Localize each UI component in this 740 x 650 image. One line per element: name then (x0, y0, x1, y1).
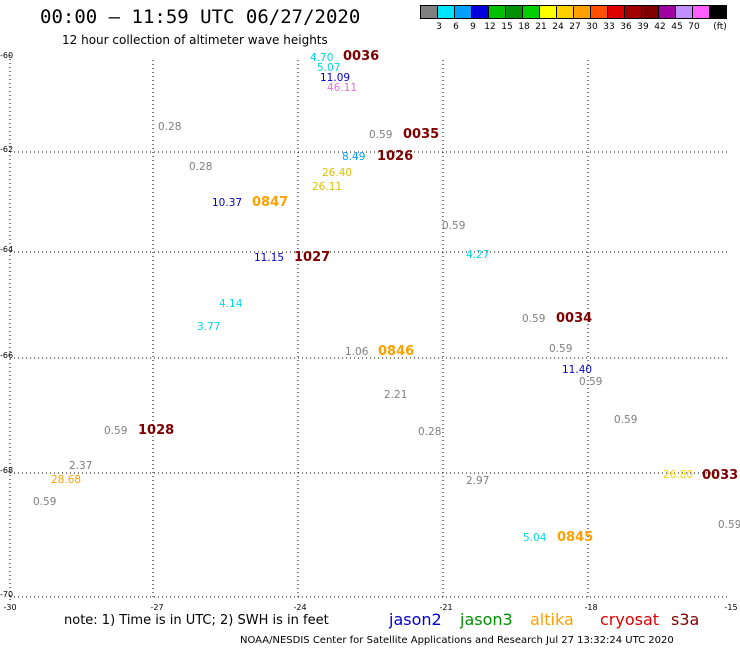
scale-label: 9 (470, 22, 476, 32)
scale-label: 12 (484, 22, 496, 32)
longitude-label: -27 (150, 603, 164, 612)
scale-label: 3 (436, 22, 442, 32)
scale-label: 24 (552, 22, 564, 32)
wave-height-label: 0.59 (614, 414, 638, 426)
map-title: 00:00 — 11:59 UTC 06/27/2020 (40, 6, 361, 28)
pass-time-label: 1027 (294, 250, 331, 265)
latitude-label: -70 (0, 590, 14, 599)
wave-height-label: 0.28 (189, 161, 213, 173)
scale-label: 39 (637, 22, 649, 32)
longitude-label: -15 (724, 603, 738, 612)
footer-credit: NOAA/NESDIS Center for Satellite Applica… (240, 635, 674, 646)
pass-time-label: 1028 (138, 423, 175, 438)
wave-height-label: 0.59 (369, 129, 393, 141)
pass-time-label: 0847 (252, 195, 289, 210)
legend-s3a: s3a (671, 610, 700, 629)
wave-height-label: 0.59 (522, 313, 546, 325)
wave-height-label: 1.06 (345, 346, 369, 358)
legend-altika: altika (530, 610, 574, 629)
note-text: note: 1) Time is in UTC; 2) SWH is in fe… (64, 613, 329, 628)
scale-label: 33 (603, 22, 615, 32)
longitude-label: -30 (3, 603, 17, 612)
wave-height-label: 26.40 (322, 167, 353, 179)
scale-label: 30 (586, 22, 598, 32)
wave-height-label: 46.11 (327, 82, 358, 94)
scale-label: 15 (501, 22, 513, 32)
wave-height-label: 2.37 (69, 460, 93, 472)
wave-height-label: 0.28 (418, 426, 442, 438)
color-scale (420, 5, 727, 19)
scale-unit: (ft) (713, 22, 727, 32)
wave-height-label: 2.97 (466, 475, 490, 487)
wave-height-label: 0.59 (33, 496, 57, 508)
wave-height-label: 0.59 (718, 519, 740, 531)
wave-height-label: 4.70 (310, 52, 334, 64)
pass-time-label: 0845 (557, 530, 594, 545)
legend-cryosat: cryosat (600, 610, 660, 629)
wave-height-label: 26.11 (312, 181, 343, 193)
pass-time-label: 1026 (377, 149, 414, 164)
legend-jason2: jason2 (389, 610, 442, 629)
wave-height-label: 4.14 (219, 298, 243, 310)
legend-jason3: jason3 (460, 610, 513, 629)
latitude-label: -66 (0, 351, 14, 360)
longitude-label: -24 (293, 603, 307, 612)
latitude-label: -68 (0, 466, 14, 475)
wave-height-label: 11.40 (562, 364, 593, 376)
longitude-label: -18 (584, 603, 598, 612)
wave-height-label: 0.59 (442, 220, 466, 232)
wave-height-label: 0.28 (158, 121, 182, 133)
wave-height-label: 0.59 (549, 343, 573, 355)
latitude-label: -62 (0, 145, 14, 154)
pass-time-label: 0036 (343, 49, 380, 64)
scale-swatch (709, 5, 727, 19)
scale-label: 21 (535, 22, 547, 32)
scale-label: 70 (688, 22, 700, 32)
wave-height-label: 26.80 (663, 469, 694, 481)
map-subtitle: 12 hour collection of altimeter wave hei… (62, 33, 328, 47)
wave-height-label: 8.49 (342, 151, 366, 163)
wave-height-label: 5.07 (317, 62, 341, 74)
scale-label: 45 (671, 22, 683, 32)
wave-height-label: 3.77 (197, 321, 221, 333)
scale-label: 36 (620, 22, 632, 32)
latitude-label: -64 (0, 245, 14, 254)
wave-height-label: 10.37 (212, 197, 243, 209)
wave-height-label: 0.59 (104, 425, 128, 437)
wave-height-label: 5.04 (523, 532, 547, 544)
pass-time-label: 0846 (378, 344, 415, 359)
pass-time-label: 0033 (702, 468, 739, 483)
wave-height-label: 0.59 (579, 376, 603, 388)
wave-height-label: 2.21 (384, 389, 408, 401)
color-scale-labels: 3 6 9 12 15 18 21 24 27 30 33 36 39 42 4… (421, 22, 740, 34)
scale-label: 18 (518, 22, 530, 32)
scale-label: 27 (569, 22, 581, 32)
longitude-label: -21 (439, 603, 453, 612)
wave-height-label: 28.68 (51, 474, 82, 486)
latitude-label: -60 (0, 51, 14, 60)
wave-height-label: 11.15 (254, 252, 285, 264)
pass-time-label: 0034 (556, 311, 593, 326)
scale-label: 42 (654, 22, 666, 32)
wave-height-label: 4.27 (466, 249, 490, 261)
scale-label: 6 (453, 22, 459, 32)
wave-height-label: 11.09 (320, 72, 351, 84)
pass-time-label: 0035 (403, 127, 440, 142)
